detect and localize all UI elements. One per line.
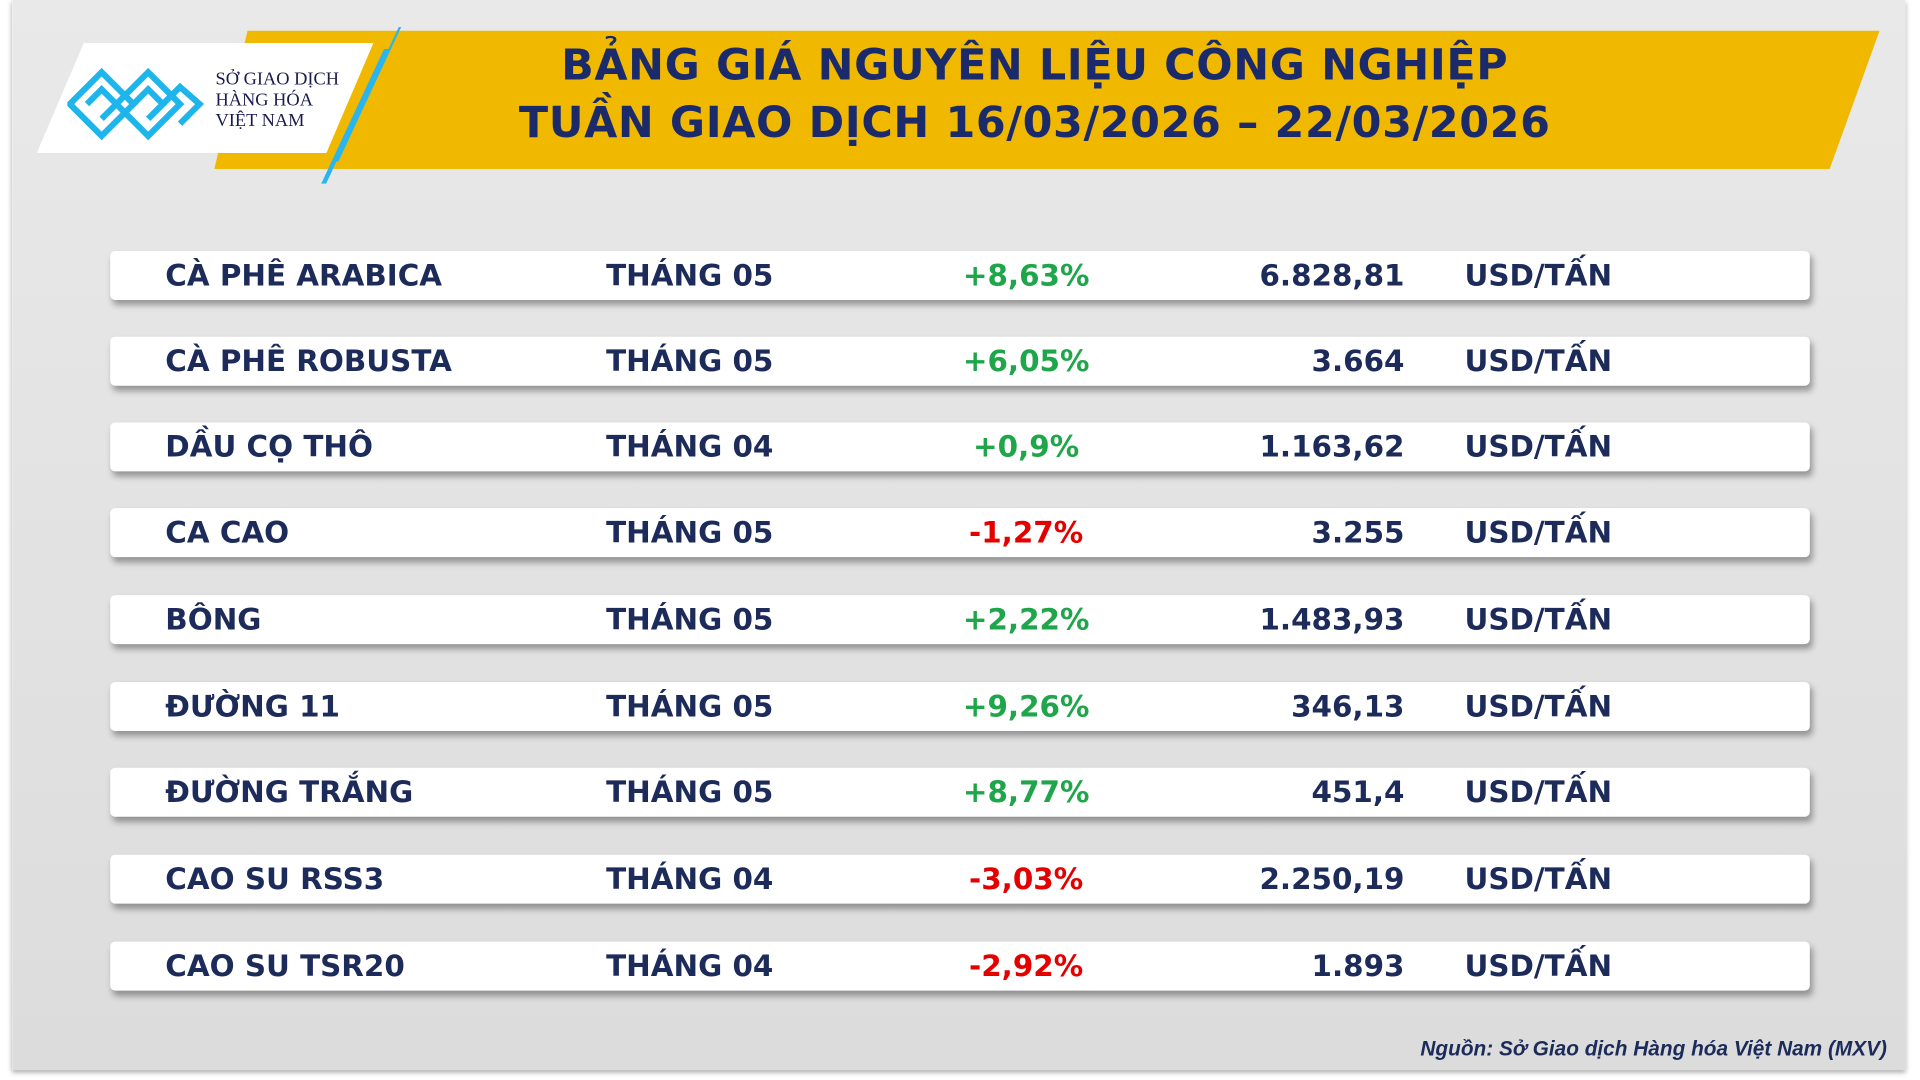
price-unit: USD/TẤN (1464, 515, 1613, 550)
weekly-change: +6,05% (962, 344, 1090, 379)
page-title: BẢNG GIÁ NGUYÊN LIỆU CÔNG NGHIỆP (561, 41, 1509, 91)
table-row: DẦU CỌ THÔ THÁNG 04 +0,9% 1.163,62 USD/TẤN (110, 422, 1810, 472)
weekly-change: -2,92% (969, 948, 1084, 984)
table-row: BÔNG THÁNG 05 +2,22% 1.483,93 USD/TẤN (110, 595, 1810, 645)
price-unit: USD/TẤN (1464, 775, 1613, 810)
price-value: 1.163,62 (1259, 429, 1405, 465)
price-unit: USD/TẤN (1464, 862, 1613, 897)
commodity-name: ĐƯỜNG 11 (165, 689, 341, 724)
commodity-name: CA CAO (165, 515, 290, 550)
price-value: 6.828,81 (1259, 258, 1405, 293)
commodity-name: BÔNG (165, 602, 262, 637)
contract-month: THÁNG 05 (606, 258, 774, 293)
price-value: 1.893 (1311, 948, 1405, 984)
contract-month: THÁNG 04 (606, 862, 774, 897)
commodity-name: CÀ PHÊ ROBUSTA (165, 344, 452, 379)
table-row: CAO SU RSS3 THÁNG 04 -3,03% 2.250,19 USD/TẤN (110, 854, 1810, 904)
price-value: 451,4 (1311, 775, 1405, 810)
weekly-change: -3,03% (969, 862, 1084, 897)
contract-month: THÁNG 05 (606, 344, 774, 379)
commodity-name: CAO SU TSR20 (165, 948, 405, 984)
contract-month: THÁNG 04 (606, 429, 774, 465)
table-row: ĐƯỜNG 11 THÁNG 05 +9,26% 346,13 USD/TẤN (110, 682, 1810, 732)
title-banner (214, 30, 1880, 169)
contract-month: THÁNG 05 (606, 775, 774, 810)
contract-month: THÁNG 05 (606, 602, 774, 637)
price-unit: USD/TẤN (1464, 689, 1613, 724)
price-unit: USD/TẤN (1464, 602, 1613, 637)
weekly-change: +0,9% (973, 429, 1080, 465)
weekly-change: +8,77% (962, 775, 1090, 810)
contract-month: THÁNG 04 (606, 948, 774, 984)
price-unit: USD/TẤN (1464, 429, 1613, 465)
table-row: CÀ PHÊ ROBUSTA THÁNG 05 +6,05% 3.664 USD/TẤN (110, 336, 1810, 386)
price-value: 2.250,19 (1259, 862, 1405, 897)
table-row: CAO SU TSR20 THÁNG 04 -2,92% 1.893 USD/TẤN (110, 941, 1810, 991)
logo-text: SỞ GIAO DỊCH HÀNG HÓA VIỆT NAM (215, 69, 339, 132)
mxv-logo-icon (67, 67, 205, 141)
table-row: ĐƯỜNG TRẮNG THÁNG 05 +8,77% 451,4 USD/TẤN (110, 767, 1810, 817)
price-unit: USD/TẤN (1464, 258, 1613, 293)
contract-month: THÁNG 05 (606, 515, 774, 550)
commodity-name: ĐƯỜNG TRẮNG (165, 775, 414, 810)
source-note: Nguồn: Sở Giao dịch Hàng hóa Việt Nam (M… (1420, 1037, 1887, 1061)
weekly-change: -1,27% (969, 515, 1084, 550)
commodity-name: CAO SU RSS3 (165, 862, 385, 897)
price-value: 346,13 (1291, 689, 1405, 724)
weekly-change: +8,63% (962, 258, 1090, 293)
weekly-change: +2,22% (962, 602, 1090, 637)
table-row: CÀ PHÊ ARABICA THÁNG 05 +8,63% 6.828,81 USD/… (110, 251, 1810, 301)
price-value: 1.483,93 (1259, 602, 1405, 637)
table-row: CA CAO THÁNG 05 -1,27% 3.255 USD/TẤN (110, 508, 1810, 558)
commodity-name: DẦU CỌ THÔ (165, 429, 373, 465)
price-value: 3.664 (1311, 344, 1405, 379)
price-unit: USD/TẤN (1464, 344, 1613, 379)
page-subtitle: TUẦN GIAO DỊCH 16/03/2026 – 22/03/2026 (518, 99, 1551, 149)
price-unit: USD/TẤN (1464, 948, 1613, 984)
contract-month: THÁNG 05 (606, 689, 774, 724)
weekly-change: +9,26% (962, 689, 1090, 724)
commodity-name: CÀ PHÊ ARABICA (165, 258, 443, 293)
price-value: 3.255 (1311, 515, 1405, 550)
